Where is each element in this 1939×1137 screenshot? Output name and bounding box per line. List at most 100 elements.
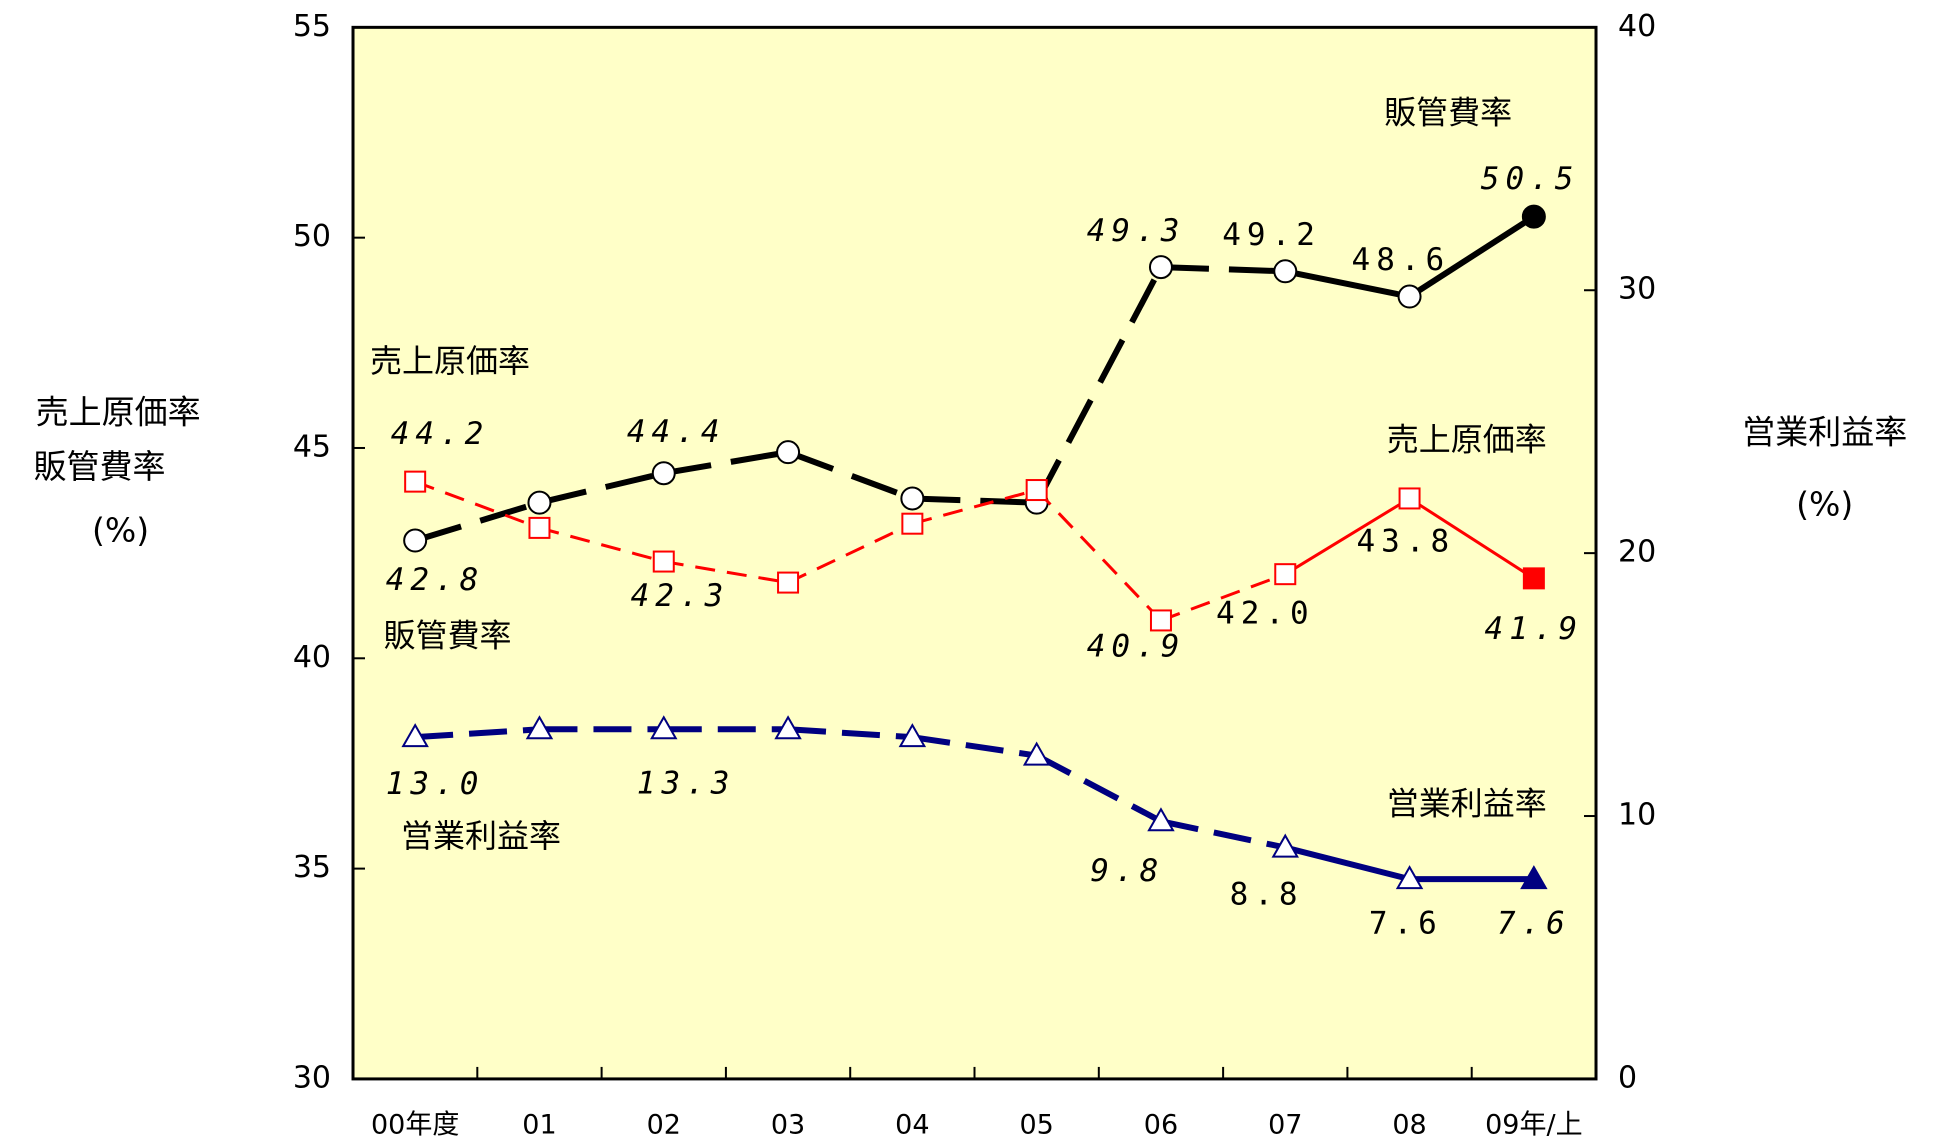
value-label: 43.8	[1357, 524, 1456, 560]
marker	[401, 723, 429, 748]
y2-tick-label: 10	[1618, 798, 1656, 833]
annotation: 営業利益率	[401, 817, 561, 855]
y-tick-label: 35	[293, 850, 331, 885]
value-label: 42.3	[631, 578, 730, 614]
value-label: 13.0	[386, 766, 485, 802]
y2-tick-label: 40	[1618, 9, 1656, 44]
line-segment	[787, 726, 913, 741]
value-label: 9.8	[1090, 853, 1164, 889]
line-segment	[912, 495, 1037, 506]
marker	[652, 550, 675, 573]
line-segment	[1160, 572, 1286, 622]
marker	[1522, 567, 1545, 590]
x-tick-label: 06	[1144, 1110, 1178, 1137]
line-segment	[414, 480, 540, 530]
marker	[776, 440, 801, 465]
annotation: 売上原価率	[370, 342, 530, 380]
line-segment	[1408, 497, 1535, 580]
line-segment	[1034, 265, 1164, 505]
line-segment	[1284, 268, 1411, 300]
y-tick-label: 55	[293, 9, 331, 44]
line-segment	[663, 560, 789, 585]
line-segment	[663, 449, 789, 477]
y2-tick-label: 0	[1618, 1060, 1637, 1095]
annotation: 売上原価率	[1387, 420, 1547, 458]
value-label: 13.3	[637, 766, 736, 802]
value-label: 41.9	[1485, 611, 1584, 647]
x-tick-label: 03	[771, 1110, 805, 1137]
marker	[1022, 741, 1051, 766]
line-segment	[1407, 214, 1536, 300]
x-tick-label: 01	[522, 1110, 556, 1137]
marker	[404, 470, 427, 493]
marker	[651, 461, 676, 486]
marker	[1273, 259, 1298, 284]
value-label: 49.2	[1222, 217, 1321, 253]
line-segment	[414, 726, 540, 741]
marker	[1395, 865, 1424, 890]
marker	[650, 715, 678, 740]
y-axis-label: (%)	[92, 511, 149, 550]
marker	[777, 571, 800, 594]
marker	[1148, 255, 1173, 280]
marker	[900, 486, 925, 511]
line-segment	[414, 499, 541, 544]
line-segment	[911, 734, 1038, 759]
y2-tick-label: 30	[1618, 272, 1656, 307]
line-segment	[1035, 752, 1163, 824]
x-tick-label: 00年度	[371, 1110, 459, 1137]
marker	[1520, 865, 1548, 890]
x-tick-label: 04	[895, 1110, 929, 1137]
line-segment	[539, 526, 665, 563]
x-tick-label: 07	[1268, 1110, 1302, 1137]
value-label: 40.9	[1087, 628, 1186, 664]
plot-area	[351, 25, 1598, 1081]
x-tick-label: 05	[1019, 1110, 1053, 1137]
annotation: 販管費率	[1384, 93, 1512, 131]
y-tick-label: 50	[293, 219, 331, 254]
value-label: 44.4	[627, 414, 726, 450]
marker	[1398, 487, 1421, 510]
y2-axis-label: (%)	[1796, 484, 1853, 523]
line-segment	[787, 522, 914, 584]
line-segment	[787, 449, 914, 502]
y-axis-label: 売上原価率	[36, 392, 201, 431]
marker	[527, 490, 552, 515]
y2-tick-label: 20	[1618, 535, 1656, 570]
y-tick-label: 40	[293, 640, 331, 675]
value-label: 49.3	[1087, 213, 1186, 249]
marker	[1521, 204, 1546, 229]
marker	[528, 516, 551, 539]
y2-axis-label: 営業利益率	[1742, 412, 1907, 451]
value-label: 48.6	[1352, 242, 1451, 278]
line-segment	[911, 488, 1038, 526]
value-label: 42.8	[386, 562, 485, 598]
y-tick-label: 30	[293, 1060, 331, 1095]
x-tick-label: 02	[647, 1110, 681, 1137]
marker	[898, 723, 927, 748]
y-tick-label: 45	[293, 429, 331, 464]
marker	[1025, 479, 1048, 502]
value-label: 8.8	[1230, 877, 1304, 913]
x-tick-label: 09年/上	[1485, 1110, 1582, 1137]
line-segment	[1160, 818, 1286, 851]
marker	[774, 715, 802, 740]
marker	[525, 715, 554, 740]
line-segment	[1284, 497, 1411, 576]
value-label: 50.5	[1481, 161, 1580, 197]
marker	[1149, 609, 1172, 632]
value-label: 44.2	[391, 416, 490, 452]
line-segment	[1160, 264, 1286, 275]
value-label: 42.0	[1216, 596, 1315, 632]
line-segment	[538, 470, 665, 506]
marker	[403, 528, 428, 553]
marker	[1397, 284, 1422, 309]
value-label: 7.6	[1369, 906, 1443, 942]
annotation: 営業利益率	[1387, 784, 1547, 822]
marker	[901, 512, 924, 535]
marker	[1147, 807, 1175, 832]
marker	[1271, 833, 1299, 858]
y-axis-label: 販管費率	[33, 447, 165, 486]
